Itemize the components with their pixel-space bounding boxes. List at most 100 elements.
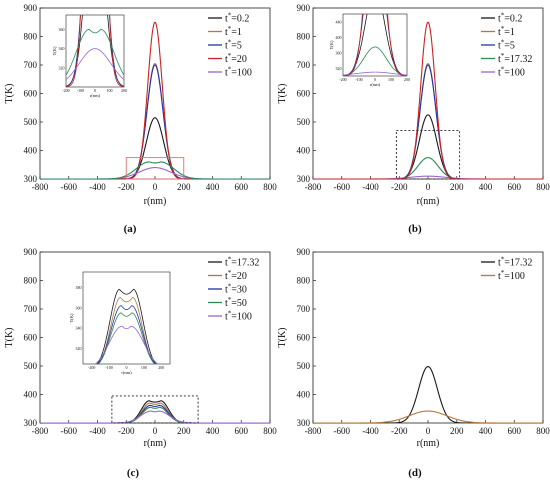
inset-frame xyxy=(82,271,171,365)
inset-series-line-1 xyxy=(97,297,156,364)
inset-series-line-0 xyxy=(96,288,157,364)
inset-series-line-5 xyxy=(343,14,407,76)
panel-label: (a) xyxy=(124,223,137,235)
inset-y-tick-label: 340 xyxy=(76,326,82,331)
inset-y-tick-label: 380 xyxy=(76,285,82,290)
y-tick-label: 300 xyxy=(297,418,311,428)
panel-label: (d) xyxy=(408,467,422,479)
chart-panel-a: -800 -600 -400 -200 0 200 400 600 800 300 400 500 60… xyxy=(4,3,277,235)
x-tick-label: -400 xyxy=(362,182,379,192)
x-tick-label: -600 xyxy=(334,426,351,436)
inset-x-tick-label: -200 xyxy=(88,365,95,370)
legend-label: t*=5 xyxy=(498,39,515,52)
inset-x-tick-label: 200 xyxy=(404,77,410,82)
y-tick-label: 500 xyxy=(24,117,38,127)
inset-series-line-4 xyxy=(94,325,159,364)
y-tick-label: 400 xyxy=(24,390,38,400)
x-tick-label: -800 xyxy=(32,182,49,192)
inset-x-tick-label: -100 xyxy=(105,365,112,370)
series-line-4 xyxy=(40,167,270,179)
y-tick-label: 900 xyxy=(297,3,311,13)
inset-frame xyxy=(342,13,408,77)
x-tick-label: -400 xyxy=(89,182,106,192)
chart-panel-c: -800 -600 -400 -200 0 200 400 600 800 300 400 500 60… xyxy=(4,247,277,479)
x-tick-label: 0 xyxy=(153,426,158,436)
series-line-3 xyxy=(40,406,270,423)
y-tick-label: 500 xyxy=(24,361,38,371)
y-tick-label: 800 xyxy=(297,276,311,286)
y-tick-label: 900 xyxy=(24,3,38,13)
inset-chart: -200 -100 0 100 200 320 360 400 440 r(nm) T(K) xyxy=(329,13,410,87)
inset-x-tick-label: -200 xyxy=(62,88,69,93)
legend-label: t*=0.2 xyxy=(225,12,249,25)
legend-label: t*=100 xyxy=(225,66,252,79)
x-tick-label: 600 xyxy=(235,426,249,436)
panel-label: (b) xyxy=(408,223,422,235)
series-line-0 xyxy=(40,400,270,423)
x-tick-label: -400 xyxy=(362,426,379,436)
y-tick-label: 800 xyxy=(24,276,38,286)
x-tick-label: 600 xyxy=(508,182,522,192)
inset-x-tick-label: 200 xyxy=(121,88,127,93)
y-tick-label: 300 xyxy=(24,418,38,428)
x-tick-label: 600 xyxy=(235,182,249,192)
x-tick-label: -600 xyxy=(61,426,78,436)
legend-label: t*=100 xyxy=(498,269,525,282)
x-tick-label: -200 xyxy=(391,426,408,436)
x-tick-label: 800 xyxy=(536,182,550,192)
series-line-2 xyxy=(40,64,270,179)
x-tick-label: 800 xyxy=(263,426,277,436)
inset-y-tick-label: 320 xyxy=(59,65,65,70)
x-tick-label: 200 xyxy=(450,182,464,192)
x-tick-label: -200 xyxy=(118,426,135,436)
series-line-1 xyxy=(313,62,543,179)
inset-y-tick-label: 320 xyxy=(76,346,82,351)
x-tick-label: -600 xyxy=(61,182,78,192)
y-tick-label: 400 xyxy=(297,390,311,400)
legend-label: t*=17.32 xyxy=(225,256,259,269)
legend-label: t*=17.32 xyxy=(498,256,532,269)
inset-y-axis-label: T(K) xyxy=(329,40,334,49)
y-axis-label: T(K) xyxy=(277,84,288,104)
y-axis-label: T(K) xyxy=(277,328,288,348)
x-tick-label: -600 xyxy=(334,182,351,192)
inset-series-line-2 xyxy=(66,15,124,87)
chart-panel-b: -800 -600 -400 -200 0 200 400 600 800 300 400 500 60… xyxy=(277,3,550,235)
y-tick-label: 700 xyxy=(24,60,38,70)
inset-x-tick-label: -200 xyxy=(339,77,346,82)
y-axis-label: T(K) xyxy=(4,84,15,104)
x-tick-label: 800 xyxy=(263,182,277,192)
series-line-0 xyxy=(313,114,543,179)
x-axis-label: r(nm) xyxy=(144,438,167,449)
inset-frame xyxy=(65,14,125,88)
inset-x-axis-label: r(nm) xyxy=(121,370,132,375)
inset-x-axis-label: r(nm) xyxy=(90,93,101,98)
series-line-3 xyxy=(313,157,543,179)
x-tick-label: -400 xyxy=(89,426,106,436)
y-tick-label: 600 xyxy=(24,333,38,343)
inset-series-line-2 xyxy=(97,305,156,364)
inset-series-line-5 xyxy=(66,28,124,76)
x-axis-label: r(nm) xyxy=(144,196,167,207)
y-tick-label: 400 xyxy=(297,146,311,156)
x-tick-label: 400 xyxy=(479,426,493,436)
legend-label: t*=1 xyxy=(225,25,242,38)
legend-label: t*=100 xyxy=(225,310,252,323)
zoom-box xyxy=(395,130,461,180)
series-line-2 xyxy=(40,404,270,423)
x-tick-label: -800 xyxy=(305,426,322,436)
y-tick-label: 300 xyxy=(297,174,311,184)
inset-series-line-2 xyxy=(343,14,407,76)
y-tick-label: 300 xyxy=(24,174,38,184)
inset-x-tick-label: 200 xyxy=(158,365,164,370)
series-line-0 xyxy=(40,117,270,179)
y-axis-label: T(K) xyxy=(4,328,15,348)
x-tick-label: -800 xyxy=(305,182,322,192)
inset-x-axis-label: r(nm) xyxy=(370,82,381,87)
legend-label: t*=30 xyxy=(225,283,247,296)
y-tick-label: 500 xyxy=(297,361,311,371)
x-tick-label: 600 xyxy=(508,426,522,436)
inset-series-line-4 xyxy=(66,48,124,80)
